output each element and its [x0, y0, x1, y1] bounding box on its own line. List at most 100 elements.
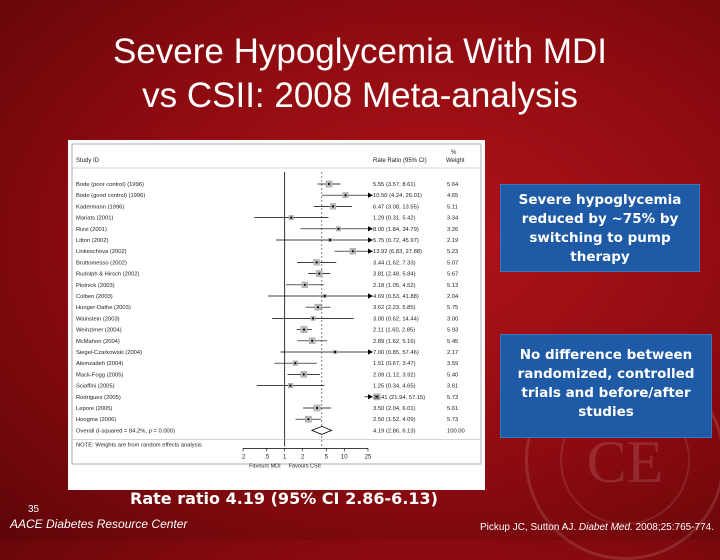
study-weight-19: 5.73	[447, 395, 458, 401]
title-line-2: vs CSII: 2008 Meta-analysis	[142, 76, 578, 115]
study-ci-20: 3.50 (2.04, 6.01)	[373, 406, 416, 412]
forest-plot: Study ID Rate Ratio (95% CI)% Weight Bode (…	[71, 143, 482, 469]
study-ci-10: 4.69 (0.53, 41.88)	[373, 294, 419, 300]
study-ci-21: 2.50 (1.52, 4.09)	[373, 417, 416, 423]
study-weight-10: 2.04	[447, 294, 459, 300]
study-label-4: Rizvi (2001)	[76, 227, 107, 233]
study-weight-11: 5.75	[447, 305, 458, 311]
study-weight-17: 5.40	[447, 372, 458, 378]
ci-arrow-15	[368, 349, 373, 355]
study-label-6: Linkeschova (2002)	[76, 249, 127, 255]
study-weight-7: 5.07	[447, 260, 458, 266]
study-label-13: Weinzimer (2004)	[76, 328, 122, 334]
study-label-21: Hoogma (2006)	[76, 417, 116, 423]
note-text: NOTE: Weights are from random effects an…	[76, 442, 202, 448]
study-ci-7: 3.44 (1.62, 7.33)	[373, 260, 416, 266]
citation: Pickup JC, Sutton AJ. Diabet Med. 2008;2…	[480, 522, 714, 533]
study-weight-13: 5.93	[447, 328, 458, 334]
point-estimate-0	[327, 182, 331, 186]
study-ci-6: 13.92 (6.83, 27.88)	[373, 249, 422, 255]
point-estimate-15	[333, 350, 337, 354]
footer-brand: AACE Diabetes Resource Center	[10, 517, 188, 531]
study-ci-12: 3.00 (0.62, 14.44)	[373, 316, 419, 322]
study-ci-16: 1.51 (0.67, 3.47)	[373, 361, 416, 367]
study-label-8: Rudolph & Hirsch (2002)	[76, 272, 140, 278]
study-ci-0: 5.55 (3.57, 8.61)	[373, 182, 416, 188]
x-tick-label-2: 1	[283, 454, 287, 460]
point-estimate-14	[311, 339, 314, 342]
study-weight-4: 3.26	[447, 227, 458, 233]
study-ci-8: 3.81 (2.48, 5.84)	[373, 272, 416, 278]
study-label-14: McMahon (2004)	[76, 339, 120, 345]
study-ci-5: 5.75 (0.72, 45.97)	[373, 238, 419, 244]
citation-authors: Pickup JC, Sutton AJ.	[479, 522, 577, 533]
plot-frame	[71, 143, 482, 465]
header-weight-pct: %	[451, 150, 457, 156]
ci-arrow-4	[368, 226, 373, 232]
point-estimate-1	[344, 194, 347, 197]
point-estimate-18	[289, 384, 292, 387]
overall-label: Overall (I-squared = 84.2%, p = 0.000)	[76, 428, 175, 434]
study-label-16: Alemzadeh (2004)	[76, 361, 123, 367]
overall-ci: 4.19 (2.86, 6.13)	[373, 428, 416, 434]
callout-reduction-text: Severe hypoglycemia reduced by ~75% by s…	[518, 192, 682, 265]
point-estimate-2	[331, 205, 335, 208]
callout-no-difference-text: No difference between randomized, contro…	[517, 347, 695, 420]
x-tick-label-6: 25	[365, 454, 372, 460]
study-label-2: Kadermann (1996)	[76, 204, 124, 210]
study-weight-18: 3.61	[447, 384, 458, 390]
study-weight-14: 5.45	[447, 339, 458, 345]
ci-arrow-10	[368, 293, 373, 299]
ci-arrow-19	[368, 394, 373, 400]
study-ci-1: 10.50 (4.24, 26.01)	[373, 193, 422, 199]
study-label-20: Lepore (2005)	[76, 406, 112, 412]
study-ci-3: 1.29 (0.31, 5.42)	[373, 216, 416, 222]
study-weight-3: 3.34	[447, 216, 459, 222]
study-ci-14: 2.89 (1.62, 5.16)	[373, 339, 416, 345]
study-label-19: Rodrigues (2005)	[76, 395, 121, 401]
header-study: Study ID	[76, 158, 100, 164]
study-weight-5: 2.19	[447, 238, 458, 244]
study-ci-15: 7.00 (0.85, 57.46)	[373, 350, 419, 356]
study-label-10: Colben (2003)	[76, 294, 113, 300]
point-estimate-17	[302, 373, 305, 376]
study-weight-12: 3.00	[447, 316, 458, 322]
x-tick-label-3: 2	[301, 454, 305, 460]
study-label-0: Bode (poor control) (1996)	[76, 182, 144, 188]
overall-weight: 100.00	[447, 428, 465, 434]
study-ci-18: 1.25 (0.34, 4.65)	[373, 384, 416, 390]
study-weight-9: 5.13	[447, 283, 458, 289]
point-estimate-8	[318, 272, 321, 275]
ci-arrow-6	[368, 248, 373, 254]
study-ci-11: 3.62 (2.23, 5.85)	[373, 305, 416, 311]
study-label-1: Bode (good control) (1996)	[76, 193, 145, 199]
point-estimate-5	[328, 238, 332, 242]
point-estimate-9	[303, 283, 306, 286]
study-label-17: Mack-Fogg (2005)	[76, 372, 123, 378]
study-label-5: Litton (2002)	[76, 238, 109, 244]
point-estimate-7	[315, 261, 318, 264]
seal-letters: CE	[586, 429, 664, 495]
study-weight-8: 5.67	[447, 272, 458, 278]
forest-plot-panel: Study ID Rate Ratio (95% CI)% Weight Bode (…	[68, 140, 485, 490]
point-estimate-13	[302, 328, 306, 331]
x-label-favours-csii: Favours CSII	[289, 463, 322, 469]
study-ci-9: 2.18 (1.05, 4.52)	[373, 283, 416, 289]
point-estimate-3	[290, 216, 293, 219]
header-weight: Weight	[446, 158, 465, 164]
study-weight-20: 5.61	[447, 406, 458, 412]
study-ci-13: 2.11 (1.60, 2.85)	[373, 328, 415, 334]
study-label-7: Bruttomesso (2002)	[76, 260, 127, 266]
x-tick-label-0: .2	[240, 454, 246, 460]
study-label-15: Siegel-Czarkowski (2004)	[76, 350, 142, 356]
study-label-18: Sciaffini (2005)	[76, 384, 115, 390]
point-estimate-6	[351, 250, 354, 253]
citation-journal: Diabet Med.	[578, 522, 633, 533]
study-weight-0: 5.64	[447, 182, 459, 188]
header-rate-ratio: Rate Ratio (95% CI)	[373, 158, 427, 164]
point-estimate-10	[323, 294, 326, 298]
study-label-12: Wainstein (2003)	[76, 316, 120, 322]
study-weight-21: 5.73	[447, 417, 458, 423]
point-estimate-4	[337, 227, 340, 230]
point-estimate-16	[294, 362, 297, 365]
